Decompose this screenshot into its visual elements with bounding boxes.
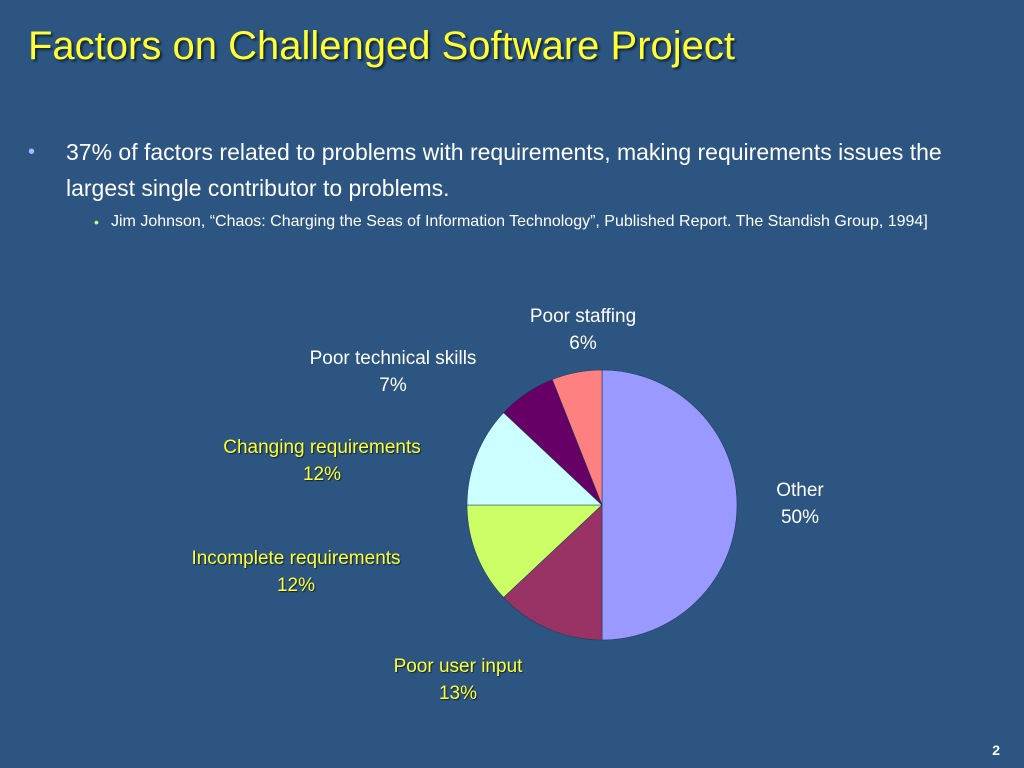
slice-label-poor-staffing: Poor staffing 6%: [530, 306, 636, 354]
pie-slice-incomplete-requirements: [466, 504, 603, 598]
slice-label-poor-technical-skills: Poor technical skills 7%: [310, 348, 477, 396]
slice-label-poor-user-input: Poor user input 13%: [394, 656, 524, 704]
citation-bullet: Jim Johnson, “Chaos: Charging the Seas o…: [66, 210, 988, 234]
slice-label-other: Other 50%: [776, 480, 824, 528]
sub-bullet-list: Jim Johnson, “Chaos: Charging the Seas o…: [66, 210, 988, 234]
pie-slice-poor-user-input: [503, 504, 603, 641]
pie-slice-changing-requirements: [466, 412, 603, 506]
main-bullet: 37% of factors related to problems with …: [28, 134, 988, 234]
pie-slice-poor-staffing: [551, 369, 603, 506]
slide-title: Factors on Challenged Software Project: [28, 24, 736, 68]
citation-text: Jim Johnson, “Chaos: Charging the Seas o…: [111, 213, 928, 230]
main-bullet-text: 37% of factors related to problems with …: [66, 139, 942, 201]
bullet-list: 37% of factors related to problems with …: [28, 134, 988, 234]
pie-slice-other: [601, 369, 738, 641]
slice-label-incomplete-requirements: Incomplete requirements 12%: [191, 548, 400, 596]
slice-label-changing-requirements: Changing requirements 12%: [223, 437, 421, 485]
slide-number: 2: [992, 742, 1000, 758]
